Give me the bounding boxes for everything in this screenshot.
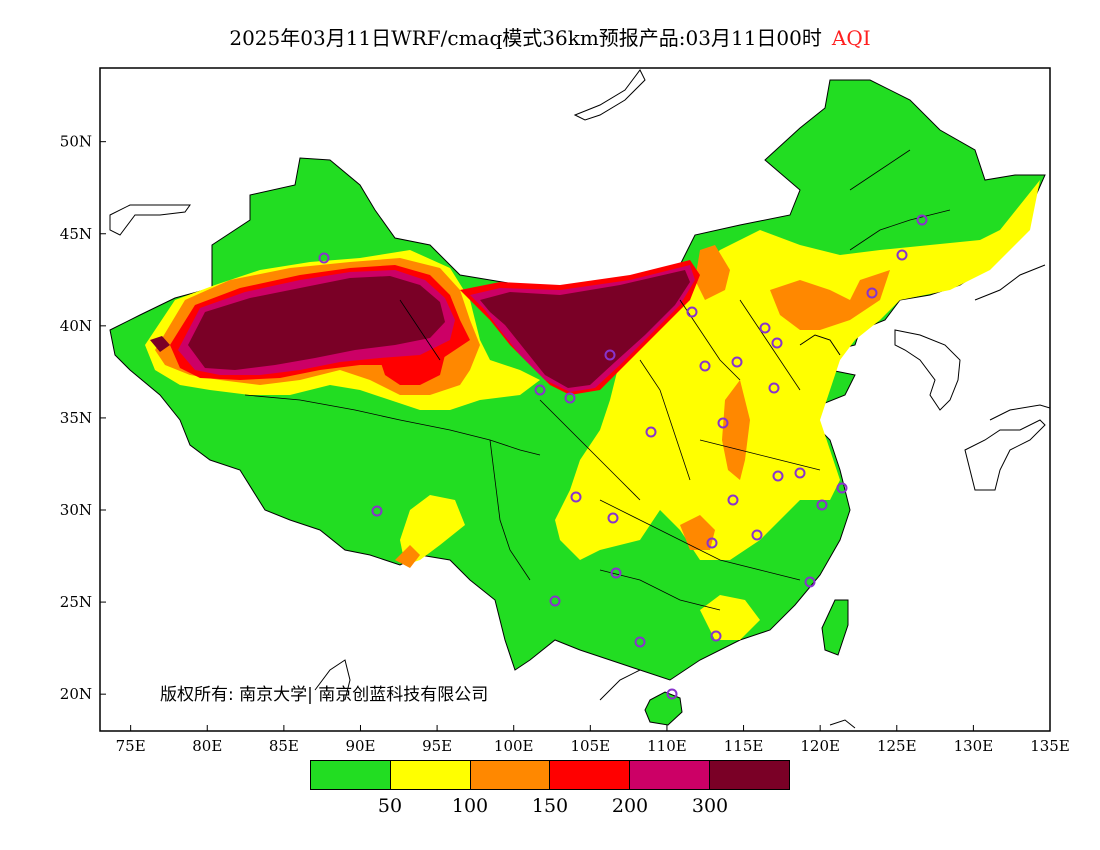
region-usg-tibet — [395, 545, 420, 568]
legend-swatch — [311, 761, 391, 789]
legend-swatch — [630, 761, 711, 789]
coastlines — [109, 69, 1050, 729]
x-tick-label: 105E — [571, 737, 611, 755]
legend-swatch — [710, 761, 789, 789]
x-tick-label: 80E — [192, 737, 222, 755]
y-tick-label: 25N — [60, 593, 92, 611]
y-tick-label: 35N — [60, 409, 92, 427]
map-content — [109, 69, 1050, 729]
x-tick-label: 90E — [345, 737, 375, 755]
y-axis: 20N 25N 30N 35N 40N 45N 50N — [60, 133, 106, 703]
region-usg-central — [722, 380, 750, 480]
province-boundaries — [244, 149, 951, 611]
legend-swatch — [470, 761, 551, 789]
legend-label: 150 — [531, 795, 569, 817]
legend-swatch — [390, 761, 471, 789]
x-tick-label: 120E — [800, 737, 840, 755]
region-usg-hebei — [770, 270, 890, 330]
region-usg-hunan — [680, 515, 715, 550]
x-tick-label: 95E — [422, 737, 452, 755]
title-main: 2025年03月11日WRF/cmaq模式36km预报产品:03月11日00时 — [229, 26, 822, 50]
y-tick-label: 30N — [60, 501, 92, 519]
region-hazardous-small — [150, 336, 170, 352]
x-tick-label: 100E — [494, 737, 534, 755]
region-hazardous-badain — [480, 270, 690, 388]
x-tick-label: 110E — [647, 737, 687, 755]
copyright-notice: 版权所有: 南京大学| 南京创蓝科技有限公司 — [160, 685, 489, 705]
aqi-legend-colorbar — [310, 760, 790, 790]
legend-label: 300 — [691, 795, 729, 817]
y-tick-label: 40N — [60, 317, 92, 335]
x-tick-label: 75E — [116, 737, 146, 755]
region-usg-north — [695, 245, 730, 300]
map-frame — [99, 67, 1051, 732]
x-tick-label: 130E — [954, 737, 994, 755]
region-moderate-east — [555, 180, 1040, 560]
legend-label: 50 — [377, 795, 403, 817]
region-hazardous-taklamakan — [188, 276, 445, 370]
x-tick-label: 115E — [724, 737, 764, 755]
legend-swatch — [550, 761, 631, 789]
station-markers — [318, 214, 928, 700]
legend-label: 100 — [451, 795, 489, 817]
region-moderate-guangdong — [700, 595, 760, 640]
y-tick-label: 50N — [60, 133, 92, 151]
region-moderate-tibet — [400, 495, 465, 565]
title-variable: AQI — [831, 26, 871, 50]
y-tick-label: 45N — [60, 225, 92, 243]
x-tick-label: 135E — [1030, 737, 1070, 755]
x-axis: 75E 80E 85E 90E 95E 100E 105E 110E 115E 120E 125E 1… — [116, 725, 1070, 755]
map-title: 2025年03月11日WRF/cmaq模式36km预报产品:03月11日00时 A… — [0, 22, 1100, 51]
taiwan-island — [821, 599, 849, 656]
x-tick-label: 125E — [877, 737, 917, 755]
y-tick-label: 20N — [60, 685, 92, 703]
legend-label: 200 — [611, 795, 649, 817]
x-tick-label: 85E — [269, 737, 299, 755]
